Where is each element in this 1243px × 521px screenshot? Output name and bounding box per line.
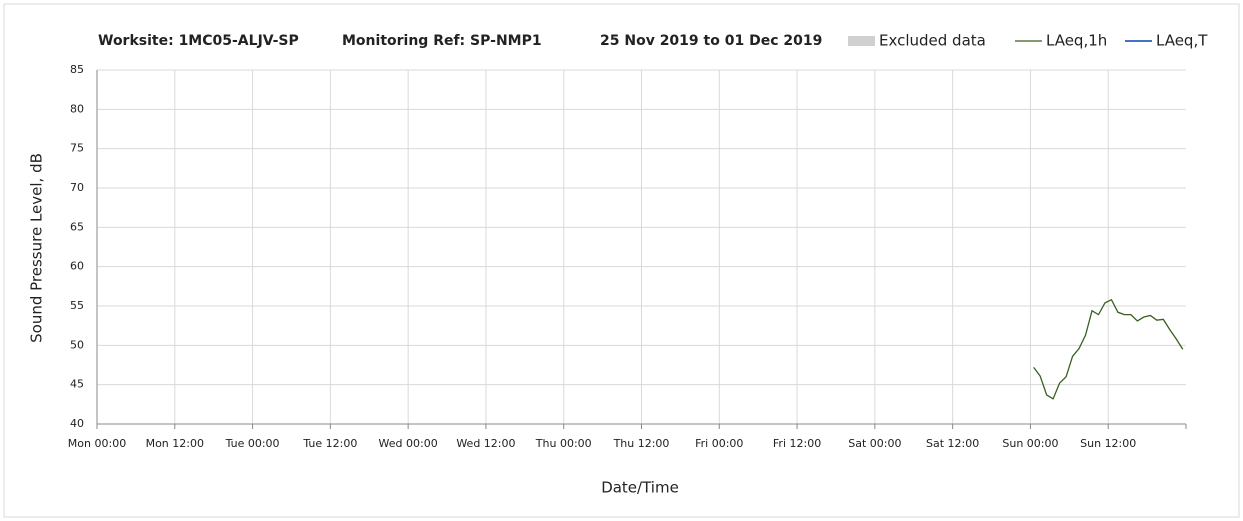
x-tick-label: Sun 12:00 <box>1080 437 1136 450</box>
x-tick-label: Fri 00:00 <box>695 437 743 450</box>
x-tick-label: Sat 12:00 <box>926 437 979 450</box>
x-tick-label: Mon 12:00 <box>146 437 204 450</box>
y-tick-label: 40 <box>70 417 84 430</box>
legend-label: Excluded data <box>879 32 986 50</box>
y-tick-label: 80 <box>70 102 84 115</box>
chart-subtitle: Monitoring Ref: SP-NMP1 <box>342 33 542 49</box>
y-tick-label: 50 <box>70 338 84 351</box>
x-axis-label: Date/Time <box>601 479 679 497</box>
legend-label: LAeq,1h <box>1046 32 1107 50</box>
series-line <box>1033 298 1184 400</box>
x-tick-label: Wed 12:00 <box>456 437 515 450</box>
x-tick-label: Tue 12:00 <box>302 437 357 450</box>
x-tick-label: Thu 00:00 <box>535 437 592 450</box>
y-tick-label: 75 <box>70 142 84 155</box>
y-axis-label: Sound Pressure Level, dB <box>28 153 46 343</box>
y-tick-label: 60 <box>70 260 84 273</box>
y-tick-label: 85 <box>70 63 84 76</box>
y-tick-label: 45 <box>70 378 84 391</box>
x-tick-label: Sun 00:00 <box>1002 437 1058 450</box>
x-tick-label: Thu 12:00 <box>613 437 670 450</box>
x-tick-label: Sat 00:00 <box>848 437 901 450</box>
x-tick-label: Fri 12:00 <box>773 437 821 450</box>
y-tick-label: 55 <box>70 299 84 312</box>
y-tick-label: 65 <box>70 220 84 233</box>
y-tick-label: 70 <box>70 181 84 194</box>
legend-swatch <box>848 36 875 46</box>
x-tick-label: Wed 00:00 <box>379 437 438 450</box>
date-range: 25 Nov 2019 to 01 Dec 2019 <box>600 33 822 49</box>
frame <box>3 3 1240 518</box>
x-tick-label: Mon 00:00 <box>68 437 126 450</box>
chart-title: Worksite: 1MC05-ALJV-SP <box>98 33 299 49</box>
legend-label: LAeq,T <box>1156 32 1208 50</box>
x-tick-label: Tue 00:00 <box>225 437 280 450</box>
